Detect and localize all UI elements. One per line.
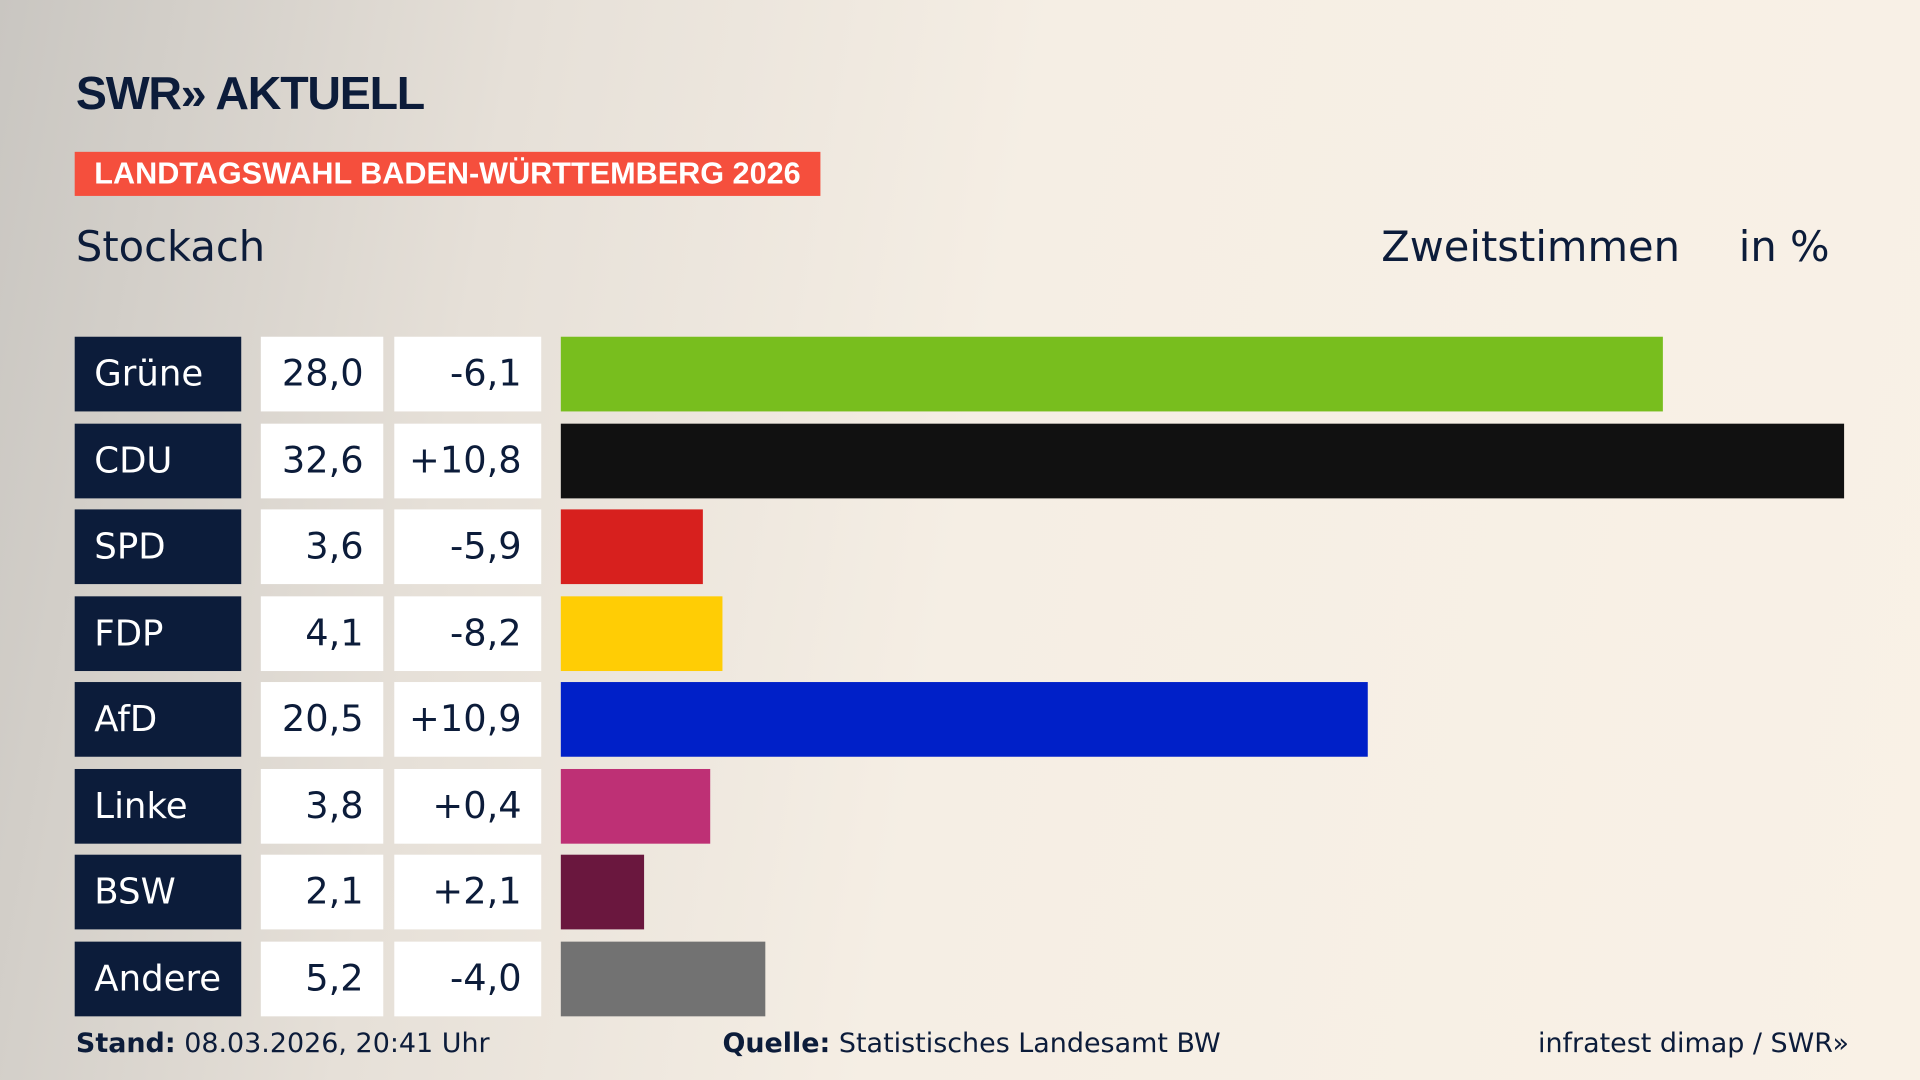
unit-label: in %: [1738, 222, 1830, 272]
stand-label: Stand:: [75, 1028, 176, 1060]
party-name: BSW: [74, 854, 242, 930]
party-name: Andere: [74, 941, 242, 1016]
party-name: Linke: [74, 768, 242, 844]
party-row: Andere 5,2 -4,0: [0, 941, 1920, 1016]
bar-andere: [560, 941, 766, 1016]
source-value: Statistisches Landesamt BW: [838, 1028, 1221, 1060]
diff-label: +10,9: [394, 682, 542, 757]
value-label: 4,1: [260, 595, 384, 671]
party-row: FDP 4,1 -8,2: [0, 595, 1920, 671]
party-row: Linke 3,8 +0,4: [0, 768, 1920, 844]
value-label: 28,0: [260, 336, 384, 412]
value-label: 3,6: [260, 509, 384, 585]
party-name: CDU: [74, 423, 242, 498]
party-name: FDP: [74, 595, 242, 671]
value-label: 5,2: [260, 941, 384, 1016]
bar-spd: [560, 509, 703, 585]
source-label: Quelle:: [722, 1028, 831, 1060]
bar-cdu: [560, 423, 1845, 498]
diff-label: -4,0: [394, 941, 542, 1016]
diff-label: -8,2: [394, 595, 542, 671]
party-row: CDU 32,6 +10,8: [0, 423, 1920, 498]
credit: infratest dimap / SWR»: [1537, 1028, 1849, 1060]
diff-label: +0,4: [394, 768, 542, 844]
party-row: AfD 20,5 +10,9: [0, 682, 1920, 757]
bar-linke: [560, 768, 711, 844]
party-name: Grüne: [74, 336, 242, 412]
party-name: AfD: [74, 682, 242, 757]
bar-fdp: [560, 595, 723, 671]
party-row: BSW 2,1 +2,1: [0, 854, 1920, 930]
diff-label: -5,9: [394, 509, 542, 585]
bar-grüne: [560, 336, 1664, 412]
source: Quelle: Statistisches Landesamt BW: [722, 1029, 1220, 1060]
region-title: Stockach: [75, 222, 266, 272]
diff-label: +10,8: [394, 423, 542, 498]
stand-value: 08.03.2026, 20:41 Uhr: [184, 1028, 490, 1060]
value-label: 2,1: [260, 854, 384, 930]
diff-label: +2,1: [394, 854, 542, 930]
value-label: 3,8: [260, 768, 384, 844]
value-label: 20,5: [260, 682, 384, 757]
timestamp: Stand: 08.03.2026, 20:41 Uhr: [76, 1029, 490, 1060]
diff-label: -6,1: [394, 336, 542, 412]
party-row: SPD 3,6 -5,9: [0, 509, 1920, 585]
party-row: Grüne 28,0 -6,1: [0, 336, 1920, 412]
swr-aktuell-logo: SWR» AKTUELL: [75, 68, 425, 121]
election-banner: LANDTAGSWAHL BADEN-WÜRTTEMBERG 2026: [74, 151, 821, 196]
bar-bsw: [560, 854, 644, 930]
value-label: 32,6: [260, 423, 384, 498]
bar-afd: [560, 682, 1368, 757]
measure-label: Zweitstimmen: [1381, 222, 1681, 272]
party-name: SPD: [74, 509, 242, 585]
